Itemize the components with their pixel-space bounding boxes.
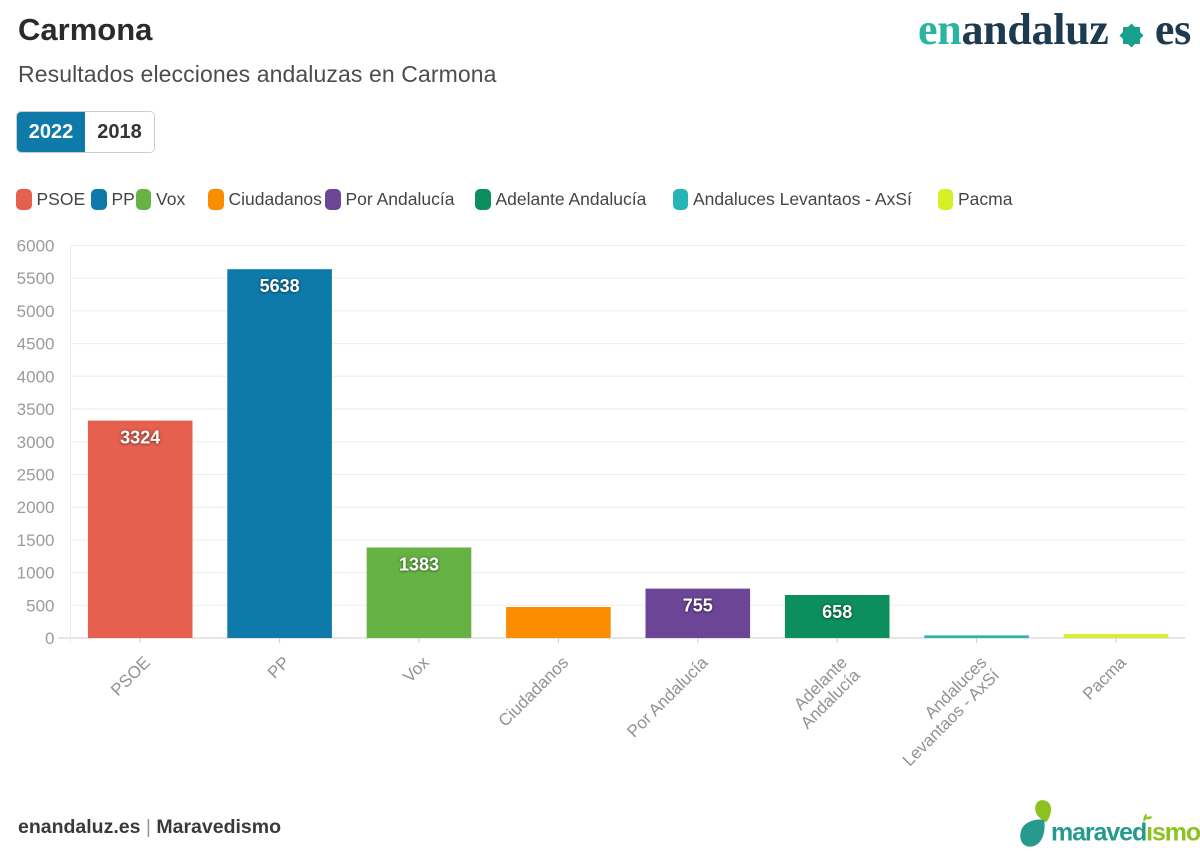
svg-text:5000: 5000: [17, 302, 55, 321]
svg-text:1500: 1500: [17, 531, 55, 550]
svg-text:Por Andalucía: Por Andalucía: [623, 653, 712, 742]
svg-text:AndalucesLevantaos - AxSí: AndalucesLevantaos - AxSí: [886, 653, 1003, 770]
svg-text:1000: 1000: [17, 564, 55, 583]
svg-text:4000: 4000: [17, 367, 55, 386]
svg-text:1383: 1383: [399, 554, 439, 574]
svg-text:Vox: Vox: [399, 653, 433, 687]
svg-text:PSOE: PSOE: [107, 653, 154, 700]
svg-text:500: 500: [26, 596, 54, 615]
svg-text:AdelanteAndalucía: AdelanteAndalucía: [784, 653, 864, 733]
svg-text:2500: 2500: [17, 466, 55, 485]
svg-text:658: 658: [822, 602, 852, 622]
svg-text:4500: 4500: [17, 335, 55, 354]
svg-text:6000: 6000: [17, 237, 55, 256]
svg-text:3324: 3324: [120, 427, 160, 447]
svg-text:PP: PP: [264, 653, 293, 682]
svg-text:5638: 5638: [260, 276, 300, 296]
svg-text:3000: 3000: [17, 433, 55, 452]
svg-text:0: 0: [45, 629, 54, 648]
svg-text:Pacma: Pacma: [1079, 653, 1130, 704]
svg-text:3500: 3500: [17, 400, 55, 419]
svg-text:Ciudadanos: Ciudadanos: [495, 653, 573, 731]
svg-text:maravedısmo: maravedısmo: [1051, 819, 1200, 847]
svg-text:5500: 5500: [17, 269, 55, 288]
svg-text:2000: 2000: [17, 498, 55, 517]
svg-text:755: 755: [683, 595, 713, 615]
